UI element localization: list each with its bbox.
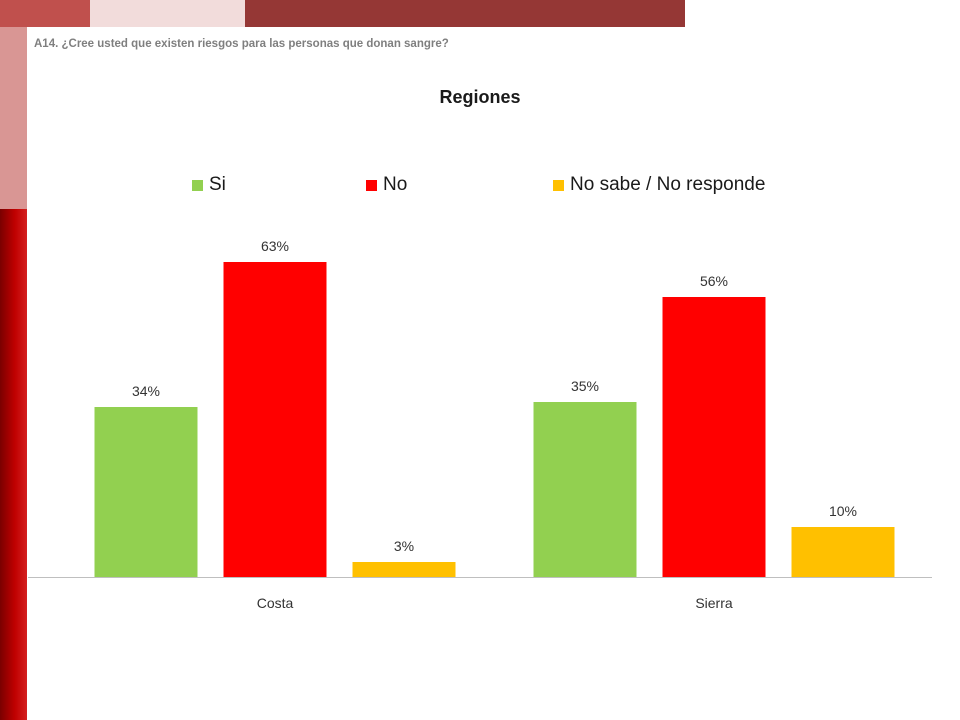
- category-label-costa: Costa: [257, 595, 294, 611]
- question-text: A14. ¿Cree usted que existen riesgos par…: [34, 38, 449, 50]
- data-label-costa-no: 63%: [261, 238, 289, 254]
- header-accent-bar: [0, 0, 90, 27]
- data-label-costa-si: 34%: [132, 383, 160, 399]
- data-label-sierra-nsnr: 10%: [829, 503, 857, 519]
- legend-label-no: No: [383, 174, 408, 195]
- category-label-sierra: Sierra: [695, 595, 733, 611]
- legend-swatch-si: [192, 179, 203, 191]
- bar-sierra-si: [533, 402, 637, 577]
- legend-item-si: Si: [192, 174, 226, 196]
- legend-swatch-no: [366, 179, 377, 191]
- legend-item-no: No: [366, 174, 407, 196]
- bar-costa-nsnr: [352, 562, 456, 577]
- header-dark-bar: [245, 0, 685, 27]
- bar-costa-no: [223, 262, 327, 577]
- header-light-bar: [90, 0, 245, 27]
- legend-swatch-nsnr: [553, 179, 564, 191]
- data-label-sierra-no: 56%: [700, 273, 728, 289]
- legend-label-nsnr: No sabe / No responde: [570, 174, 766, 195]
- chart-title: Regiones: [439, 87, 521, 107]
- legend-item-nsnr: No sabe / No responde: [553, 174, 765, 196]
- side-accent-light: [0, 27, 27, 209]
- legend-label-si: Si: [209, 174, 226, 195]
- bar-sierra-nsnr: [791, 527, 895, 577]
- data-label-sierra-si: 35%: [571, 378, 599, 394]
- side-accent-dark: [0, 209, 27, 720]
- bar-sierra-no: [662, 297, 766, 577]
- bar-costa-si: [94, 407, 198, 577]
- data-label-costa-nsnr: 3%: [394, 538, 414, 554]
- chart-legend: Si No No sabe / No responde: [0, 174, 960, 198]
